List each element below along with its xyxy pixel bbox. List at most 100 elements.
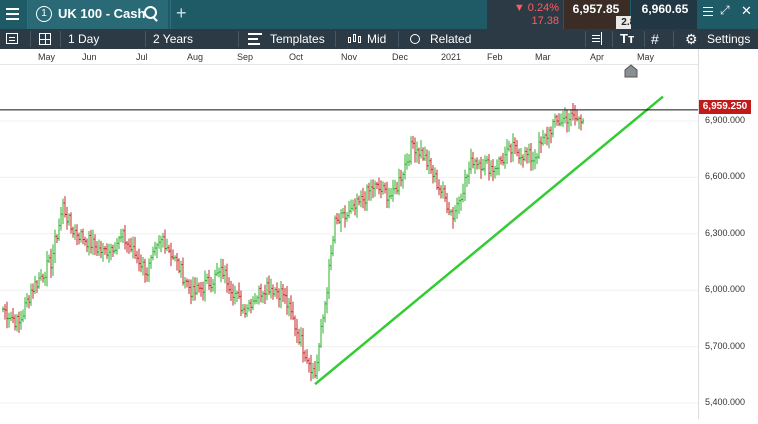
ohlc-bar [518, 148, 520, 164]
ohlc-bar [254, 293, 256, 305]
ohlc-bar [466, 173, 468, 187]
ohlc-bar [330, 244, 332, 271]
ohlc-bar [398, 168, 400, 196]
ohlc-bar [10, 311, 12, 322]
ohlc-bar [558, 113, 560, 127]
ohlc-bar [122, 228, 124, 243]
ohlc-bar [568, 112, 570, 132]
ohlc-bar [534, 149, 536, 170]
ohlc-bar [468, 161, 470, 185]
ohlc-bar [420, 140, 422, 159]
ohlc-bar [120, 228, 122, 243]
window-menu-icon[interactable] [703, 7, 713, 17]
ohlc-bar [512, 133, 514, 162]
menu-icon[interactable] [6, 8, 19, 20]
ohlc-bar [556, 114, 558, 126]
layout-grid-icon[interactable] [39, 33, 51, 45]
ohlc-bar [234, 285, 236, 305]
ohlc-bar [478, 159, 480, 170]
ohlc-bar [294, 315, 296, 337]
list-icon[interactable] [6, 33, 18, 44]
chart-toolbar: 1 Day 2 Years Templates Mid Related Tт #… [0, 29, 758, 49]
settings-button[interactable]: Settings [707, 32, 751, 46]
alert-marker-icon[interactable] [624, 64, 638, 78]
close-icon[interactable]: ✕ [741, 3, 752, 18]
month-label: Sep [237, 52, 254, 62]
ohlc-bar [248, 299, 250, 312]
ohlc-bar [270, 278, 272, 299]
ohlc-bar [390, 188, 392, 200]
ohlc-bar [304, 350, 306, 362]
templates-button[interactable]: Templates [270, 32, 325, 46]
change-percent: ▼ 0.24% [513, 2, 559, 14]
ohlc-bar [506, 139, 508, 165]
range-dropdown[interactable]: 2 Years [153, 32, 194, 46]
indicators-icon[interactable] [590, 32, 602, 45]
ohlc-bar [194, 277, 196, 301]
ohlc-bar [402, 171, 404, 189]
chart-canvas[interactable] [0, 64, 698, 419]
add-tab-icon[interactable]: + [176, 3, 187, 23]
ohlc-bar [334, 215, 336, 244]
ohlc-bar [240, 290, 242, 317]
axis-label: 6,900.000 [705, 115, 746, 125]
ohlc-bar [94, 234, 96, 256]
ohlc-bar [32, 283, 34, 299]
ohlc-bar [452, 207, 454, 229]
ohlc-bar [540, 136, 542, 154]
price-axis: 6,900.000 6,600.000 6,300.000 6,000.000 … [698, 49, 758, 419]
instrument-name[interactable]: UK 100 - Cash [58, 6, 146, 21]
ohlc-bar [366, 184, 368, 212]
ohlc-bar [320, 318, 322, 348]
ohlc-bar [554, 113, 556, 128]
ohlc-bar [326, 287, 328, 314]
ohlc-bar [82, 228, 84, 245]
price-type-dropdown[interactable]: Mid [367, 32, 387, 46]
ohlc-bar [176, 252, 178, 271]
ohlc-bar [378, 177, 380, 195]
expand-icon[interactable]: ⤢ [720, 3, 730, 17]
grid-icon[interactable]: # [651, 31, 659, 47]
ohlc-bar [376, 181, 378, 190]
related-button[interactable]: Related [430, 32, 472, 46]
ohlc-bar [274, 287, 276, 297]
ohlc-bar [232, 283, 234, 306]
trendline[interactable] [314, 95, 664, 386]
ohlc-bar [424, 146, 426, 161]
ohlc-bar [110, 243, 112, 261]
ohlc-bar [230, 280, 232, 301]
change-box [487, 0, 563, 29]
templates-icon [248, 33, 262, 45]
ohlc-bar [266, 277, 268, 301]
ohlc-bar [152, 246, 154, 261]
ohlc-bar [114, 242, 116, 254]
ohlc-bar [572, 103, 574, 121]
ohlc-bar [340, 209, 342, 232]
ohlc-bar [574, 105, 576, 126]
ohlc-bar [462, 183, 464, 203]
ohlc-bar [300, 327, 302, 347]
ohlc-bar [542, 129, 544, 146]
ohlc-bar [582, 118, 584, 125]
ohlc-bar [224, 265, 226, 284]
ohlc-bar [46, 251, 48, 287]
ohlc-bar [380, 180, 382, 199]
ohlc-bar [348, 201, 350, 219]
ohlc-bar [460, 193, 462, 211]
interval-dropdown[interactable]: 1 Day [68, 32, 100, 46]
ohlc-bar [370, 179, 372, 201]
search-icon[interactable] [144, 6, 157, 19]
ohlc-bar [346, 211, 348, 222]
price-chart[interactable] [0, 64, 698, 419]
ohlc-bar [396, 181, 398, 195]
axis-label: 6,000.000 [705, 284, 746, 294]
ask-button[interactable] [631, 0, 697, 29]
ohlc-bar [360, 190, 362, 208]
ohlc-bar [356, 193, 358, 218]
related-icon [410, 34, 420, 44]
ohlc-bar [72, 226, 74, 238]
ohlc-bar [298, 328, 300, 345]
ohlc-bar [544, 133, 546, 145]
text-tool-icon[interactable]: Tт [620, 31, 635, 46]
ohlc-bar [472, 151, 474, 169]
